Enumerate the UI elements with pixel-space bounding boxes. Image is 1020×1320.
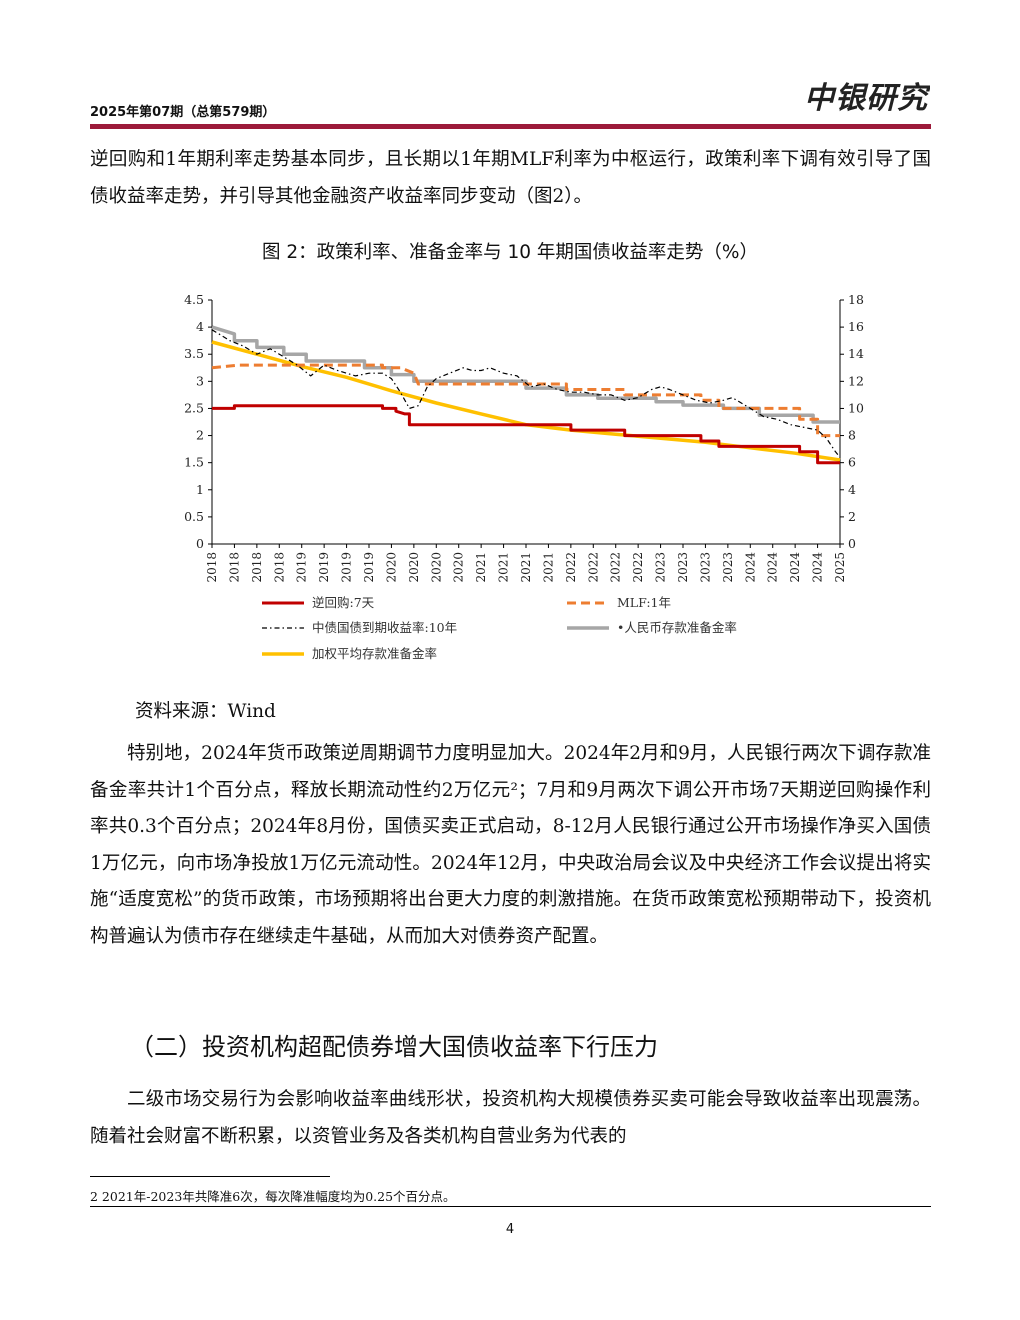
page-bottom-rule <box>90 1206 931 1207</box>
legend-label: 中债国债到期收益率:10年 <box>312 620 457 635</box>
x-tick-label: 2020 <box>407 552 421 583</box>
y-right-tick-label: 0 <box>848 536 856 551</box>
y-left-tick-label: 2.5 <box>184 400 204 415</box>
legend-label: •人民币存款准备金率 <box>617 620 737 635</box>
y-right-tick-label: 4 <box>848 482 856 497</box>
x-tick-label: 2021 <box>497 552 511 583</box>
x-tick-label: 2025 <box>833 552 847 583</box>
logo: 中银研究 <box>804 81 930 116</box>
x-tick-label: 2018 <box>250 552 264 583</box>
x-tick-label: 2024 <box>788 552 802 583</box>
x-tick-label: 2022 <box>564 552 578 583</box>
y-right-tick-label: 18 <box>848 292 864 307</box>
x-tick-label: 2024 <box>811 552 825 583</box>
figure-source: 资料来源：Wind <box>135 701 276 722</box>
y-left-tick-label: 0.5 <box>184 509 204 524</box>
x-tick-label: 2022 <box>631 552 645 583</box>
section-heading: （二）投资机构超配债券增大国债收益率下行压力 <box>130 1033 658 1061</box>
x-tick-label: 2023 <box>676 552 690 583</box>
x-tick-label: 2020 <box>452 552 466 583</box>
x-tick-label: 2023 <box>654 552 668 583</box>
y-right-tick-label: 2 <box>848 509 856 524</box>
x-tick-label: 2022 <box>586 552 600 583</box>
x-tick-label: 2021 <box>519 552 533 583</box>
page-number: 4 <box>505 1222 515 1237</box>
x-tick-label: 2019 <box>317 552 331 583</box>
x-tick-label: 2019 <box>362 552 376 583</box>
y-left-tick-label: 2 <box>196 428 204 443</box>
y-left-tick-label: 0 <box>196 536 204 551</box>
y-left-tick-label: 3 <box>196 373 204 388</box>
y-left-tick-label: 4.5 <box>184 292 204 307</box>
x-tick-label: 2021 <box>474 552 488 583</box>
y-left-tick-label: 4 <box>196 319 204 334</box>
body-paragraph-3: 二级市场交易行为会影响收益率曲线形状，投资机构大规模债券买卖可能会导致收益率出现… <box>90 1089 931 1147</box>
x-tick-label: 2020 <box>384 552 398 583</box>
body-paragraph-2: 特别地，2024年货币政策逆周期调节力度明显加大。2024年2月和9月，人民银行… <box>90 743 931 947</box>
issue-label: 2025年第07期（总第579期） <box>90 105 276 120</box>
series-line <box>211 329 841 458</box>
x-tick-label: 2019 <box>340 552 354 583</box>
legend-label: 逆回购:7天 <box>312 595 375 610</box>
footnote-rule <box>90 1176 330 1177</box>
x-tick-label: 2021 <box>541 552 555 583</box>
x-tick-label: 2024 <box>743 552 757 583</box>
x-tick-label: 2022 <box>609 552 623 583</box>
header-rule <box>90 124 931 129</box>
x-tick-label: 2018 <box>227 552 241 583</box>
chart: 0 0.5 1 1.5 2 2.5 3 3.5 4 4.5 0 2 4 6 8 10 12 14 16 18 2018 2… <box>184 292 864 661</box>
series-line <box>212 404 840 465</box>
y-right-tick-label: 16 <box>848 319 864 334</box>
y-left-tick-label: 3.5 <box>184 346 204 361</box>
x-tick-label: 2023 <box>698 552 712 583</box>
y-right-tick-label: 8 <box>848 428 856 443</box>
legend-label: MLF:1年 <box>617 595 671 610</box>
y-right-tick-label: 12 <box>848 373 864 388</box>
legend-label: 加权平均存款准备金率 <box>312 646 437 661</box>
y-left-tick-label: 1 <box>196 482 204 497</box>
x-tick-label: 2023 <box>721 552 735 583</box>
logo-text: 中银研究 <box>804 81 930 116</box>
x-tick-label: 2020 <box>429 552 443 583</box>
x-tick-label: 2019 <box>295 552 309 583</box>
y-left-tick-label: 1.5 <box>184 455 204 470</box>
figure-title: 图 2：政策利率、准备金率与 10 年期国债收益率走势（%） <box>261 242 759 263</box>
y-right-tick-label: 10 <box>848 400 864 415</box>
series-line <box>211 363 840 438</box>
intro-paragraph: 逆回购和1年期利率走势基本同步，且长期以1年期MLF利率为中枢运行，政策利率下调… <box>90 149 931 207</box>
footnote: 2 2021年-2023年共降准6次，每次降准幅度均为0.25个百分点。 <box>90 1189 456 1204</box>
series-line <box>211 325 840 424</box>
x-tick-label: 2018 <box>205 552 219 583</box>
y-right-tick-label: 6 <box>848 455 856 470</box>
x-tick-label: 2024 <box>766 552 780 583</box>
y-right-tick-label: 14 <box>848 346 864 361</box>
x-tick-label: 2018 <box>272 552 286 583</box>
